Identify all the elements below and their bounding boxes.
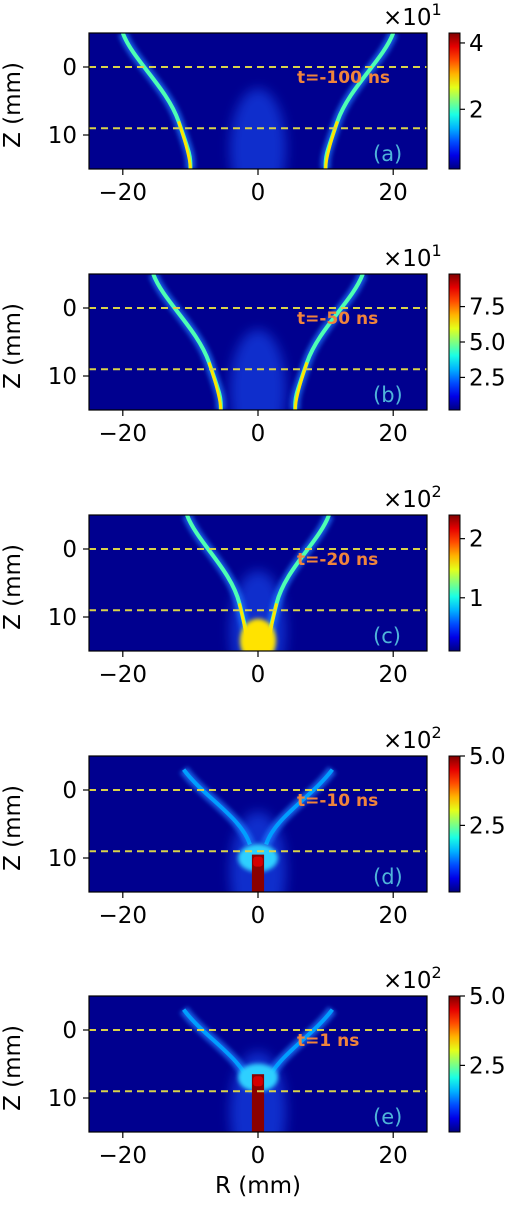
x-tick-label: 0	[251, 180, 266, 206]
panel-b: −20 0 20 0 10 Z (mm) t=-50 ns (b) 2.5 5.0 7.5 ×101	[0, 241, 506, 447]
colorbar-multiplier: ×102	[383, 723, 442, 754]
y-tick-label: 10	[48, 605, 77, 631]
panel-label: (c)	[373, 624, 401, 648]
colorbar-tick-label: 2	[469, 97, 484, 123]
colorbar	[448, 273, 461, 411]
colorbar-tick-label: 4	[469, 31, 484, 57]
x-tick-label: 0	[251, 903, 266, 929]
y-tick-label: 0	[62, 537, 77, 563]
time-annotation: t=-10 ns	[297, 791, 378, 811]
colorbar-multiplier: ×102	[383, 482, 442, 513]
y-tick-label: 10	[48, 364, 77, 390]
x-tick-label: 0	[251, 1143, 266, 1169]
x-tick-label: −20	[99, 903, 148, 929]
y-tick-label: 10	[48, 846, 77, 872]
colorbar-exponent: 2	[432, 963, 442, 982]
colorbar-tick-label: 2	[469, 527, 484, 553]
plasma-wing-core-left	[177, 120, 192, 169]
y-axis-label: Z (mm)	[0, 544, 26, 630]
plasma-column-cap	[253, 1076, 263, 1087]
plasma-wing-core-right	[324, 120, 339, 169]
colorbar-multiplier: ×101	[383, 0, 442, 31]
colorbar	[448, 32, 461, 170]
colorbar-tick-label: 5.0	[469, 984, 506, 1010]
x-tick-label: 20	[379, 180, 408, 206]
plasma-column	[251, 1074, 265, 1132]
x-tick-label: −20	[99, 662, 148, 688]
x-tick-label: −20	[99, 1143, 148, 1169]
time-annotation: t=-100 ns	[297, 68, 390, 88]
panel-label: (a)	[373, 142, 402, 166]
panel-d: −20 0 20 0 10 Z (mm) t=-10 ns (d) 2.5 5.0 ×102	[0, 723, 506, 929]
x-tick-label: −20	[99, 421, 148, 447]
x-tick-label: 0	[251, 662, 266, 688]
colorbar-exponent: 1	[432, 0, 442, 19]
colorbar-tick-label: 2.5	[469, 1053, 506, 1079]
x-axis-label: R (mm)	[215, 1173, 301, 1199]
colorbar-tick-label: 7.5	[469, 295, 506, 321]
y-tick-label: 0	[62, 778, 77, 804]
plasma-column-cap	[253, 856, 263, 867]
y-tick-label: 0	[62, 296, 77, 322]
panel-label: (e)	[373, 1105, 402, 1129]
x-tick-label: 20	[379, 1143, 408, 1169]
y-tick-label: 10	[48, 1086, 77, 1112]
colorbar-exponent: 2	[432, 482, 442, 501]
x-tick-label: 20	[379, 903, 408, 929]
colorbar-tick-label: 5.0	[469, 330, 506, 356]
y-axis-label: Z (mm)	[0, 303, 26, 389]
colorbar-multiplier: ×102	[383, 963, 442, 994]
x-tick-label: 0	[251, 421, 266, 447]
y-tick-label: 10	[48, 123, 77, 149]
plasma-wing-left	[182, 768, 252, 846]
x-tick-label: −20	[99, 180, 148, 206]
colorbar	[448, 755, 461, 893]
panel-label: (d)	[373, 865, 403, 889]
colorbar	[448, 995, 461, 1133]
y-axis-label: Z (mm)	[0, 785, 26, 871]
colorbar-tick-label: 1	[469, 586, 484, 612]
colorbar-tick-label: 2.5	[469, 365, 506, 391]
y-axis-label: Z (mm)	[0, 1025, 26, 1111]
y-tick-label: 0	[62, 55, 77, 81]
colorbar	[448, 514, 461, 652]
colorbar-tick-label: 2.5	[469, 813, 506, 839]
x-tick-label: 20	[379, 662, 408, 688]
pinch-blob	[240, 618, 276, 651]
time-annotation: t=-20 ns	[297, 550, 378, 570]
time-annotation: t=-50 ns	[297, 309, 378, 329]
y-tick-label: 0	[62, 1018, 77, 1044]
plasma-wing-core-right	[293, 361, 309, 410]
x-tick-label: 20	[379, 421, 408, 447]
colorbar-tick-label: 5.0	[469, 744, 506, 770]
panel-label: (b)	[373, 383, 403, 407]
colorbar-multiplier: ×101	[383, 241, 442, 272]
colorbar-exponent: 2	[432, 723, 442, 742]
panel-a: −20 0 20 0 10 Z (mm) t=-100 ns (a) 2 4 ×101	[0, 0, 484, 206]
plasma-wing-core-left	[207, 361, 223, 410]
panel-e: −20 0 20 0 10 Z (mm) R (mm) t=1 ns (e) 2.5 5.0 ×102	[0, 963, 506, 1199]
plasma-wing-right	[264, 768, 334, 846]
colorbar-exponent: 1	[432, 241, 442, 260]
time-annotation: t=1 ns	[297, 1031, 359, 1051]
y-axis-label: Z (mm)	[0, 62, 26, 148]
